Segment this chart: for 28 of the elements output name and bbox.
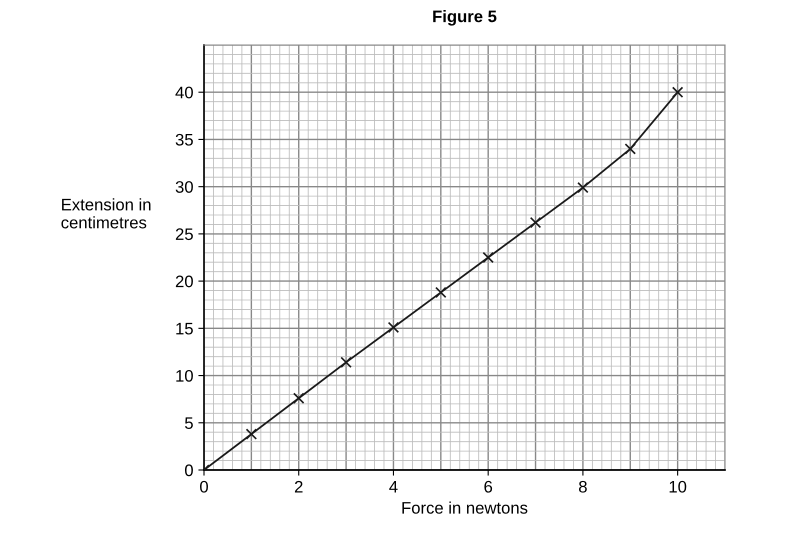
point <box>482 252 494 264</box>
point <box>672 86 684 98</box>
point <box>246 428 258 440</box>
y-tick-label: 20 <box>176 276 193 288</box>
y-tick-label: 10 <box>176 370 193 382</box>
x-tick-label: 6 <box>484 480 492 493</box>
y-tick-label: 15 <box>176 322 193 335</box>
y-tick-label: 35 <box>176 134 193 146</box>
y-tick-label: 40 <box>175 86 193 98</box>
point <box>577 182 589 194</box>
chart-title: Figure 5 <box>433 10 496 26</box>
point <box>293 392 304 404</box>
x-tick-label: 4 <box>389 481 398 492</box>
y-tick-label: 30 <box>176 181 193 193</box>
x-tick-label: 8 <box>579 480 587 493</box>
y-tick-label: 0 <box>184 464 193 476</box>
point <box>388 322 400 334</box>
x-tick-label: 2 <box>294 480 303 492</box>
y-tick-label: 5 <box>184 417 193 429</box>
point <box>340 356 352 368</box>
point <box>624 143 636 155</box>
point <box>530 216 542 228</box>
y-axis-title: Extension in centimetres <box>61 198 150 228</box>
x-axis-title: Force in newtons <box>402 502 528 514</box>
x-tick-label: 0 <box>200 480 208 493</box>
y-tick-label: 25 <box>176 228 193 240</box>
x-tick-label: 10 <box>670 480 686 493</box>
point <box>435 286 447 298</box>
